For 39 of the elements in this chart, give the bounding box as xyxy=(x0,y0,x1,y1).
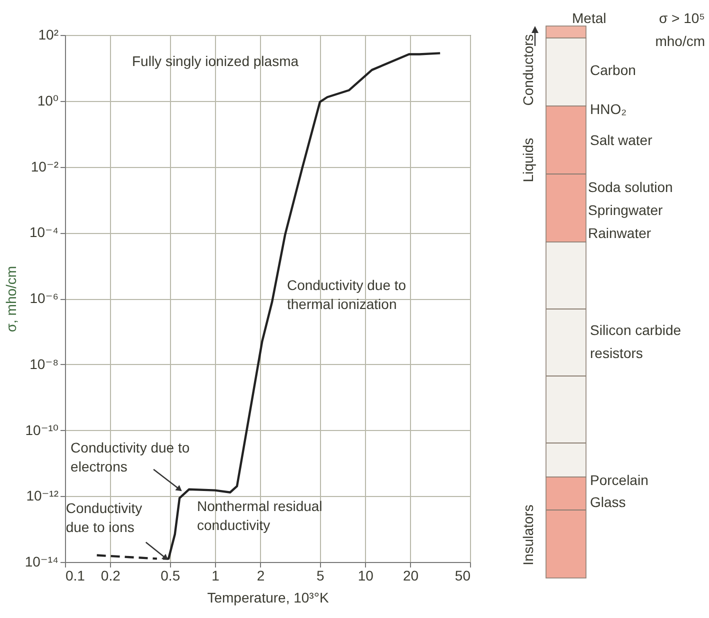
annotation: Nonthermal residual conductivity xyxy=(197,498,322,533)
x-tick-label: 50 xyxy=(454,568,471,584)
text: Salt water xyxy=(590,132,653,148)
y-tick-label: 10⁻⁶ xyxy=(30,290,58,306)
x-tick-label: 0.2 xyxy=(100,568,121,584)
annotation: Conductivity due to electrons xyxy=(70,439,190,474)
text: HNO₂ xyxy=(590,101,627,117)
text: Carbon xyxy=(590,62,636,78)
x-tick-label: 10 xyxy=(358,568,374,584)
text: Liquids xyxy=(520,138,536,182)
x-axis-title: Temperature, 10³°K xyxy=(207,590,330,606)
y-axis-title: σ, mho/cm xyxy=(2,266,19,332)
y-tick-label: 10⁻¹² xyxy=(26,488,59,504)
y-tick-label: 10⁻⁴ xyxy=(30,224,58,240)
text: Glass xyxy=(590,494,626,510)
text: Silicon carbide resistors xyxy=(590,322,682,361)
y-tick-label: 10⁰ xyxy=(37,92,59,108)
x-tick-label: 0.5 xyxy=(160,568,180,584)
text: Insulators xyxy=(520,504,536,566)
text: σ > 10⁵ mho/cm xyxy=(655,10,705,49)
text: Metal xyxy=(572,10,606,26)
text: Conductors xyxy=(520,34,536,106)
y-tick-label: 10² xyxy=(38,26,59,42)
x-tick-label: 2 xyxy=(256,568,265,584)
y-tick-label: 10⁻¹⁴ xyxy=(24,554,58,570)
annotation: Conductivity due to thermal ionization xyxy=(287,277,406,312)
x-tick-label: 0.1 xyxy=(66,568,86,584)
annotation: Conductivity due to ions xyxy=(66,500,142,536)
text: Porcelain xyxy=(590,472,648,488)
x-tick-label: 5 xyxy=(316,568,325,584)
annotation: Fully singly ionized plasma xyxy=(132,53,299,69)
y-tick-label: 10⁻⁸ xyxy=(30,356,59,372)
text: Soda solution xyxy=(588,179,673,195)
y-tick-label: 10⁻² xyxy=(30,158,59,174)
x-tick-label: 1 xyxy=(212,568,220,584)
text: Rainwater xyxy=(588,225,652,241)
y-tick-label: 10⁻¹⁰ xyxy=(25,422,59,438)
x-tick-label: 20 xyxy=(402,568,419,584)
text: Springwater xyxy=(588,202,664,218)
